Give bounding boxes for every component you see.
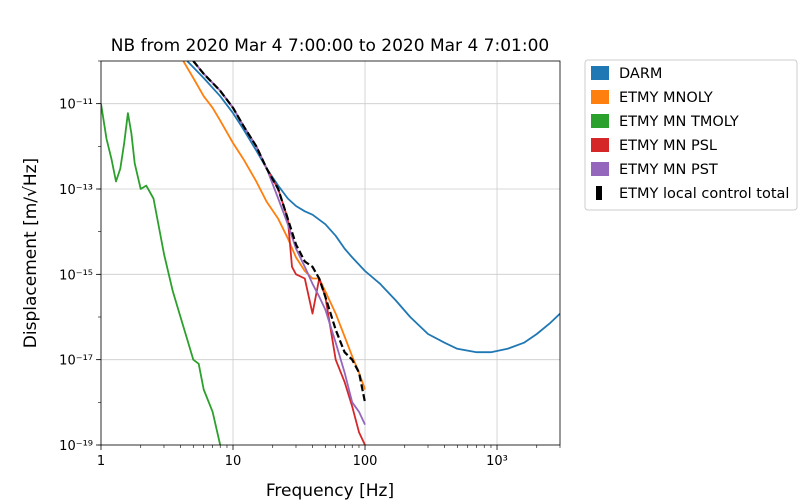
legend-label-2: ETMY MN TMOLY — [619, 114, 739, 130]
series-line-5 — [192, 61, 367, 403]
chart-title: NB from 2020 Mar 4 7:00:00 to 2020 Mar 4… — [111, 36, 549, 56]
legend-swatch-5 — [596, 186, 602, 200]
legend-swatch-1 — [591, 90, 609, 104]
x-tick-label: 1 — [97, 454, 105, 469]
y-tick-label: 10⁻¹¹ — [59, 98, 93, 113]
legend-label-5: ETMY local control total — [619, 186, 789, 202]
series-line-2 — [101, 103, 222, 445]
x-tick-label: 10³ — [486, 454, 508, 469]
legend-swatch-2 — [591, 114, 609, 128]
legend-frame — [584, 59, 798, 211]
legend-label-4: ETMY MN PST — [619, 162, 718, 178]
legend-label-0: DARM — [619, 66, 662, 82]
legend-label-3: ETMY MN PSL — [619, 138, 717, 154]
y-axis-label: Displacement [m/√Hz] — [21, 158, 41, 348]
plot-frame — [100, 60, 561, 446]
x-axis-label: Frequency [Hz] — [266, 481, 394, 500]
series-line-0 — [186, 61, 560, 354]
y-tick-label: 10⁻¹⁹ — [59, 439, 93, 454]
series-group — [101, 61, 560, 445]
y-tick-label: 10⁻¹⁵ — [59, 268, 93, 283]
x-tick-label: 10 — [225, 454, 242, 469]
legend-swatch-3 — [591, 138, 609, 152]
legend-label-1: ETMY MNOLY — [619, 90, 713, 106]
x-axis-ticks: 1 10 100 10³ — [97, 445, 561, 469]
x-tick-label: 100 — [353, 454, 378, 469]
legend-swatch-4 — [591, 162, 609, 176]
y-axis-ticks: 10⁻¹¹ 10⁻¹³ 10⁻¹⁵ 10⁻¹⁷ 10⁻¹⁹ — [59, 60, 101, 454]
legend: DARM ETMY MNOLY ETMY MN TMOLY ETMY MN PSL ET… — [584, 59, 798, 211]
y-tick-label: 10⁻¹⁷ — [59, 354, 93, 369]
plot-area — [101, 61, 560, 445]
y-tick-label: 10⁻¹³ — [59, 183, 93, 198]
series-line-1 — [182, 61, 366, 390]
legend-swatch-0 — [591, 66, 609, 80]
